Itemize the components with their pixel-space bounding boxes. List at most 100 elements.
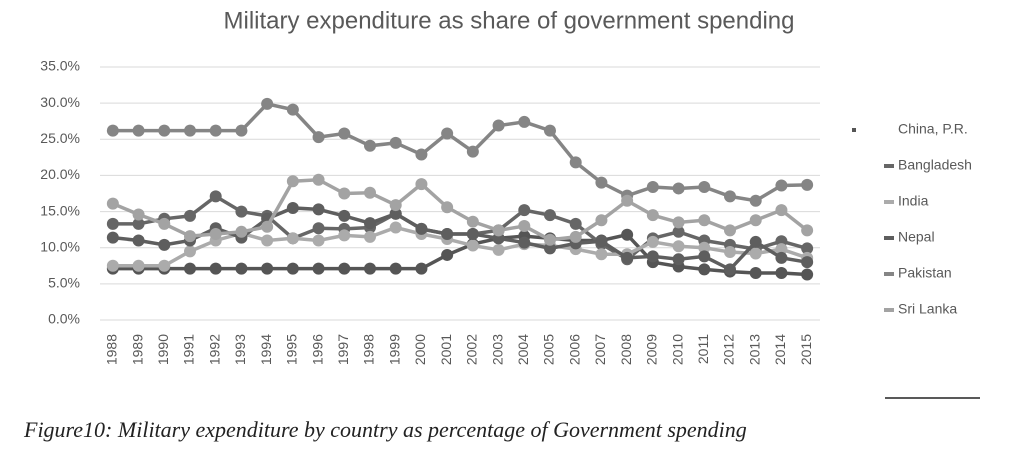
x-tick-label: 1993 (232, 334, 248, 365)
point (492, 119, 505, 132)
point (261, 97, 274, 110)
point (235, 124, 248, 137)
x-tick-label: 1998 (361, 334, 377, 365)
point (724, 263, 736, 276)
x-tick-label: 1997 (335, 334, 351, 365)
point (775, 179, 788, 192)
x-tick-label: 1995 (284, 334, 300, 365)
point (184, 230, 196, 243)
point (209, 227, 222, 240)
point (235, 262, 248, 275)
point (132, 208, 145, 221)
point (209, 190, 222, 203)
point (595, 214, 608, 227)
point (286, 175, 299, 188)
point (415, 178, 428, 191)
point (518, 115, 531, 128)
y-tick-label: 0.0% (48, 311, 80, 327)
point (286, 232, 299, 245)
point (646, 235, 659, 248)
point (286, 103, 299, 116)
x-tick-label: 1990 (155, 334, 171, 365)
series-line (112, 225, 808, 268)
point (672, 253, 685, 266)
point (724, 190, 736, 203)
point (106, 124, 119, 137)
legend-marker (852, 128, 856, 132)
x-tick-label: 2003 (489, 334, 505, 365)
x-tick-label: 2011 (695, 334, 711, 364)
point (132, 217, 145, 230)
y-tick-label: 5.0% (48, 275, 80, 291)
x-tick-label: 2002 (464, 334, 480, 365)
x-tick-label: 2000 (412, 334, 428, 365)
point (466, 215, 479, 228)
point (158, 217, 171, 230)
legend-label: China, P.R. (898, 121, 968, 137)
point (698, 250, 711, 263)
point (364, 139, 376, 152)
point (492, 243, 505, 256)
point (646, 209, 659, 222)
series-line (112, 101, 808, 203)
point (389, 136, 402, 149)
point (261, 220, 274, 233)
x-tick-label: 2010 (669, 334, 685, 365)
point (312, 262, 325, 275)
x-tick-label: 2008 (618, 334, 634, 365)
legend-label: Bangladesh (898, 157, 972, 173)
point (801, 268, 814, 281)
point (338, 229, 351, 242)
point (364, 230, 376, 243)
point (569, 230, 582, 243)
point (389, 221, 402, 234)
point (338, 209, 351, 222)
point (672, 240, 685, 253)
point (338, 127, 351, 140)
x-tick-label: 1988 (104, 334, 120, 365)
point (646, 180, 659, 193)
point (312, 131, 325, 144)
point (132, 259, 145, 272)
point (106, 231, 119, 244)
point (415, 222, 428, 235)
point (261, 234, 274, 247)
point (801, 256, 814, 269)
point (389, 262, 402, 275)
point (801, 178, 814, 191)
point (106, 197, 119, 210)
point (286, 262, 299, 275)
point (749, 214, 762, 227)
point (544, 209, 556, 222)
point (492, 224, 505, 237)
legend-label: Pakistan (898, 265, 952, 281)
x-tick-label: 1992 (206, 334, 222, 365)
x-tick-label: 2014 (772, 334, 788, 365)
y-tick-label: 15.0% (40, 202, 80, 218)
point (749, 235, 762, 248)
point (801, 242, 814, 255)
point (724, 246, 736, 259)
point (544, 242, 556, 255)
x-tick-label: 2001 (438, 334, 454, 365)
point (158, 238, 171, 251)
point (338, 187, 351, 200)
point (364, 262, 376, 275)
x-tick-label: 2013 (746, 334, 762, 365)
point (749, 247, 762, 260)
y-tick-label: 20.0% (40, 166, 80, 182)
point (235, 205, 248, 218)
point (184, 262, 196, 275)
point (698, 241, 711, 254)
x-tick-label: 2006 (566, 334, 582, 365)
point (621, 251, 634, 264)
point (801, 224, 814, 237)
point (312, 234, 325, 247)
point (441, 201, 454, 214)
point (724, 224, 736, 237)
point (389, 207, 402, 220)
point (312, 203, 325, 216)
point (466, 239, 479, 252)
point (106, 217, 119, 230)
legend-label: India (898, 193, 929, 209)
